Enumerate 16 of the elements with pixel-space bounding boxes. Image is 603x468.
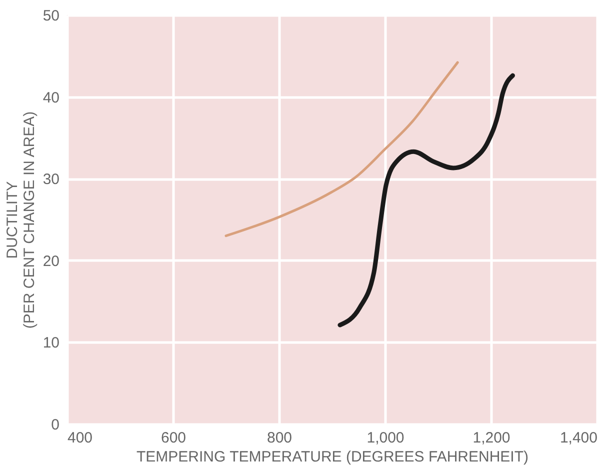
x-tick-label: 1,400 xyxy=(560,430,598,446)
y-tick-label: 20 xyxy=(42,252,60,270)
y-tick-label: 0 xyxy=(51,416,60,434)
y-tick-label: 10 xyxy=(42,334,60,352)
y-tick-label: 30 xyxy=(42,171,60,188)
x-tick-label: 800 xyxy=(266,430,292,446)
y-axis-title: DUCTILITY (PER CENT CHANGE IN AREA) xyxy=(4,111,38,329)
y-tick-label: 50 xyxy=(42,8,60,24)
x-tick-label: 1,200 xyxy=(472,430,510,446)
x-tick-label: 1,000 xyxy=(366,430,404,446)
x-axis-title: TEMPERING TEMPERATURE (DEGREES FAHRENHEIT) xyxy=(136,448,528,466)
x-tick-label: 400 xyxy=(68,430,93,446)
x-tick-label: 600 xyxy=(160,430,186,446)
line-series xyxy=(338,73,515,328)
line-series xyxy=(224,61,459,238)
y-tick-label: 40 xyxy=(42,89,60,106)
